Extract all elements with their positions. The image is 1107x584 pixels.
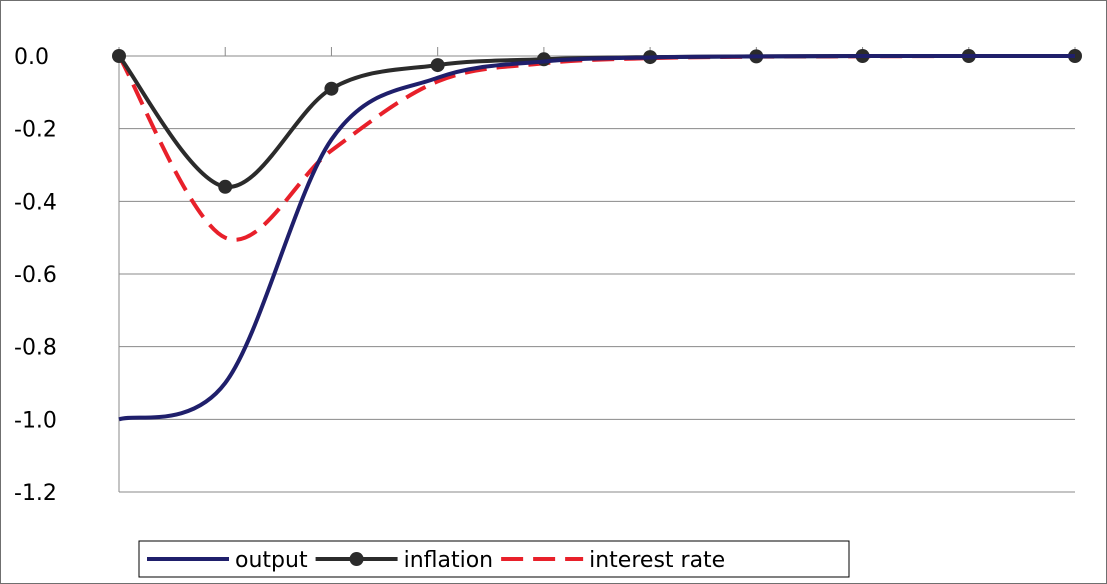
y-tick-label: -0.6	[14, 263, 57, 288]
y-tick-label: -1.2	[14, 481, 57, 506]
y-tick-label: -0.8	[14, 336, 57, 361]
series-lines	[112, 49, 1082, 422]
axes	[118, 47, 1076, 492]
series-line-interest-rate	[117, 53, 1076, 242]
y-tick-label: -0.2	[14, 118, 57, 143]
point-inflation	[324, 81, 339, 96]
series-line-output	[118, 53, 1075, 422]
point-inflation	[218, 179, 233, 194]
point-inflation	[430, 58, 445, 73]
y-tick-label: 0.0	[14, 45, 49, 70]
legend-label-inflation: inflation	[404, 548, 494, 573]
y-tick-label: -1.0	[14, 408, 57, 433]
point-inflation	[112, 49, 126, 63]
y-tick-label: -0.4	[14, 190, 57, 215]
legend-label-interest-rate: interest rate	[589, 548, 725, 573]
y-tick-labels: 0.0 -0.2 -0.4 -0.6 -0.8 -1.0 -1.2	[14, 45, 57, 506]
legend-label-output: output	[235, 548, 308, 573]
series-line-inflation	[117, 53, 1075, 189]
legend-marker-inflation	[349, 552, 364, 566]
gridlines	[119, 128, 1075, 493]
legend-box	[138, 540, 850, 578]
legend: output inflation interest rate	[138, 540, 850, 578]
